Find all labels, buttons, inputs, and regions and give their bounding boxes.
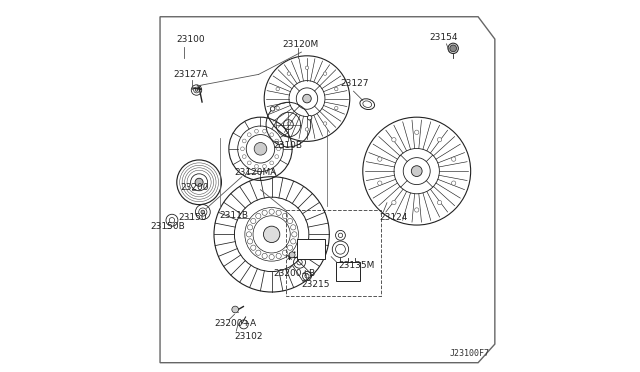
Circle shape — [335, 87, 338, 91]
Circle shape — [450, 45, 456, 52]
Circle shape — [437, 201, 442, 205]
Circle shape — [448, 43, 458, 54]
Text: 23120M: 23120M — [283, 40, 319, 49]
Circle shape — [392, 201, 396, 205]
Circle shape — [287, 122, 291, 125]
Circle shape — [279, 144, 284, 148]
Text: 23124: 23124 — [380, 213, 408, 222]
Circle shape — [305, 66, 308, 70]
Circle shape — [276, 87, 280, 91]
Circle shape — [437, 138, 442, 142]
Circle shape — [201, 210, 205, 214]
Circle shape — [392, 138, 396, 142]
Circle shape — [378, 157, 382, 161]
Circle shape — [451, 181, 456, 185]
Bar — [312, 247, 319, 257]
Circle shape — [270, 107, 275, 111]
Bar — [301, 247, 308, 257]
Circle shape — [323, 72, 327, 76]
Circle shape — [232, 306, 239, 313]
Text: 23200+B: 23200+B — [273, 269, 316, 278]
Circle shape — [303, 94, 311, 103]
Text: 23150B: 23150B — [150, 222, 185, 231]
Circle shape — [323, 122, 327, 125]
Circle shape — [415, 208, 419, 212]
Bar — [336, 262, 360, 281]
Text: 23135M: 23135M — [339, 262, 375, 270]
Circle shape — [451, 157, 456, 161]
Text: 23154: 23154 — [429, 33, 458, 42]
Text: 23120MA: 23120MA — [234, 169, 277, 177]
Text: 2311B: 2311B — [220, 211, 248, 220]
Text: 23100: 23100 — [177, 35, 205, 44]
Circle shape — [254, 142, 267, 155]
Text: 23102: 23102 — [234, 332, 263, 341]
Circle shape — [195, 89, 198, 92]
Text: 23215: 23215 — [301, 280, 330, 289]
Circle shape — [415, 130, 419, 134]
Circle shape — [307, 115, 312, 120]
Text: 23200: 23200 — [180, 183, 209, 192]
Ellipse shape — [360, 99, 374, 109]
Bar — [297, 239, 324, 260]
Text: 2310B: 2310B — [273, 141, 303, 150]
Text: 23150: 23150 — [179, 213, 207, 222]
Circle shape — [287, 72, 291, 76]
Text: 23127: 23127 — [340, 79, 369, 88]
Text: 23200+A: 23200+A — [214, 319, 256, 328]
Circle shape — [276, 106, 280, 110]
Text: 23127A: 23127A — [173, 70, 208, 79]
Circle shape — [289, 252, 295, 258]
Circle shape — [195, 178, 203, 186]
Circle shape — [335, 106, 338, 110]
Circle shape — [378, 181, 382, 185]
Circle shape — [264, 226, 280, 243]
Circle shape — [305, 128, 308, 131]
Circle shape — [412, 166, 422, 176]
Text: J23100F7: J23100F7 — [449, 349, 489, 358]
